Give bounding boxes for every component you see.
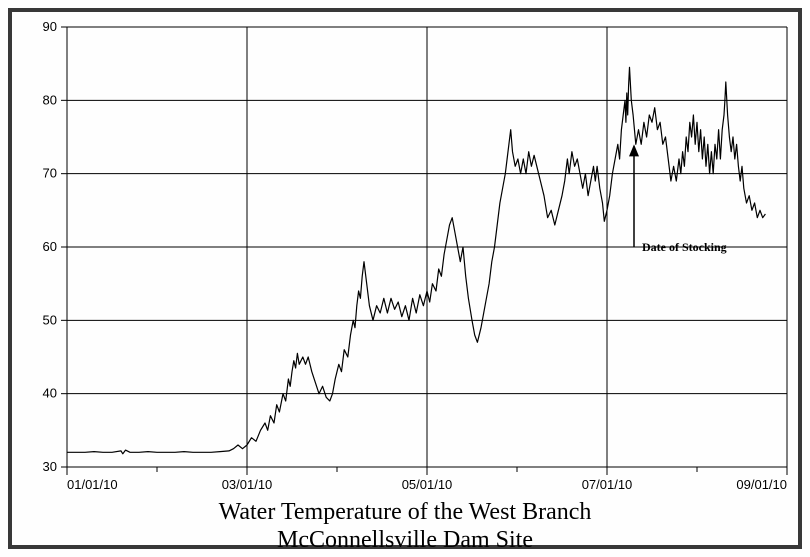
line-chart: 30 40 50 60 70 80 90 01/01/10 03/01/10 05/01/10 07…: [12, 12, 798, 545]
svg-text:Date of Stocking: Date of Stocking: [642, 240, 727, 254]
chart-title-line1: Water Temperature of the West Branch: [12, 499, 798, 526]
svg-text:09/01/10: 09/01/10: [736, 477, 787, 492]
svg-text:40: 40: [43, 386, 57, 401]
svg-text:03/01/10: 03/01/10: [222, 477, 273, 492]
svg-text:01/01/10: 01/01/10: [67, 477, 118, 492]
svg-text:50: 50: [43, 312, 57, 327]
chart-frame: 30 40 50 60 70 80 90 01/01/10 03/01/10 05/01/10 07…: [8, 8, 802, 549]
svg-text:07/01/10: 07/01/10: [582, 477, 633, 492]
svg-text:70: 70: [43, 166, 57, 181]
svg-text:90: 90: [43, 19, 57, 34]
chart-title-line2: McConnellsville Dam Site: [12, 527, 798, 554]
svg-text:60: 60: [43, 239, 57, 254]
svg-text:05/01/10: 05/01/10: [402, 477, 453, 492]
svg-text:30: 30: [43, 459, 57, 474]
svg-text:80: 80: [43, 92, 57, 107]
